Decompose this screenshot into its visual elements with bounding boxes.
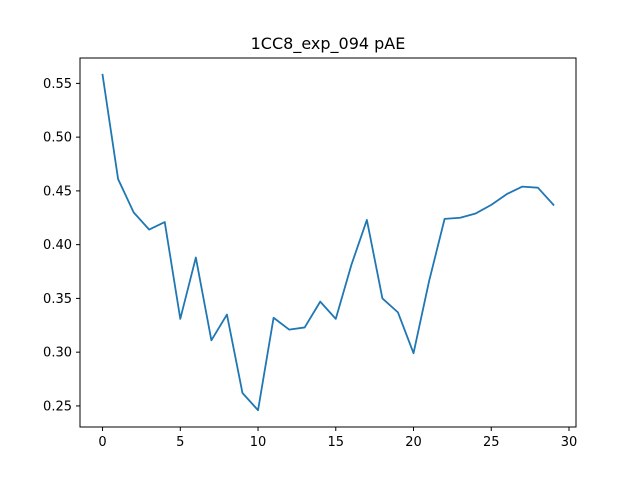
y-tick-label: 0.30 xyxy=(43,346,72,361)
x-tick-label: 15 xyxy=(328,435,345,450)
series-line xyxy=(101,73,555,412)
x-tick-label: 20 xyxy=(405,435,422,450)
y-axis: 0.25 0.30 0.35 0.40 0.45 0.50 0.55 xyxy=(43,77,80,414)
y-tick-label: 0.50 xyxy=(43,131,72,146)
x-tick-label: 0 xyxy=(98,435,106,450)
y-tick-label: 0.45 xyxy=(43,184,72,199)
x-axis: 0 5 10 15 20 25 30 xyxy=(98,427,577,450)
plot-frame xyxy=(79,57,577,428)
y-tick-label: 0.55 xyxy=(43,77,72,92)
x-tick-label: 25 xyxy=(483,435,500,450)
y-tick-label: 0.25 xyxy=(43,399,72,414)
y-tick-label: 0.40 xyxy=(43,238,72,253)
series-layer xyxy=(101,73,555,412)
chart-title: 1CC8_exp_094 pAE xyxy=(251,34,406,54)
x-tick-label: 5 xyxy=(176,435,184,450)
x-tick-label: 10 xyxy=(250,435,267,450)
x-tick-label: 30 xyxy=(561,435,578,450)
y-tick-label: 0.35 xyxy=(43,292,72,307)
